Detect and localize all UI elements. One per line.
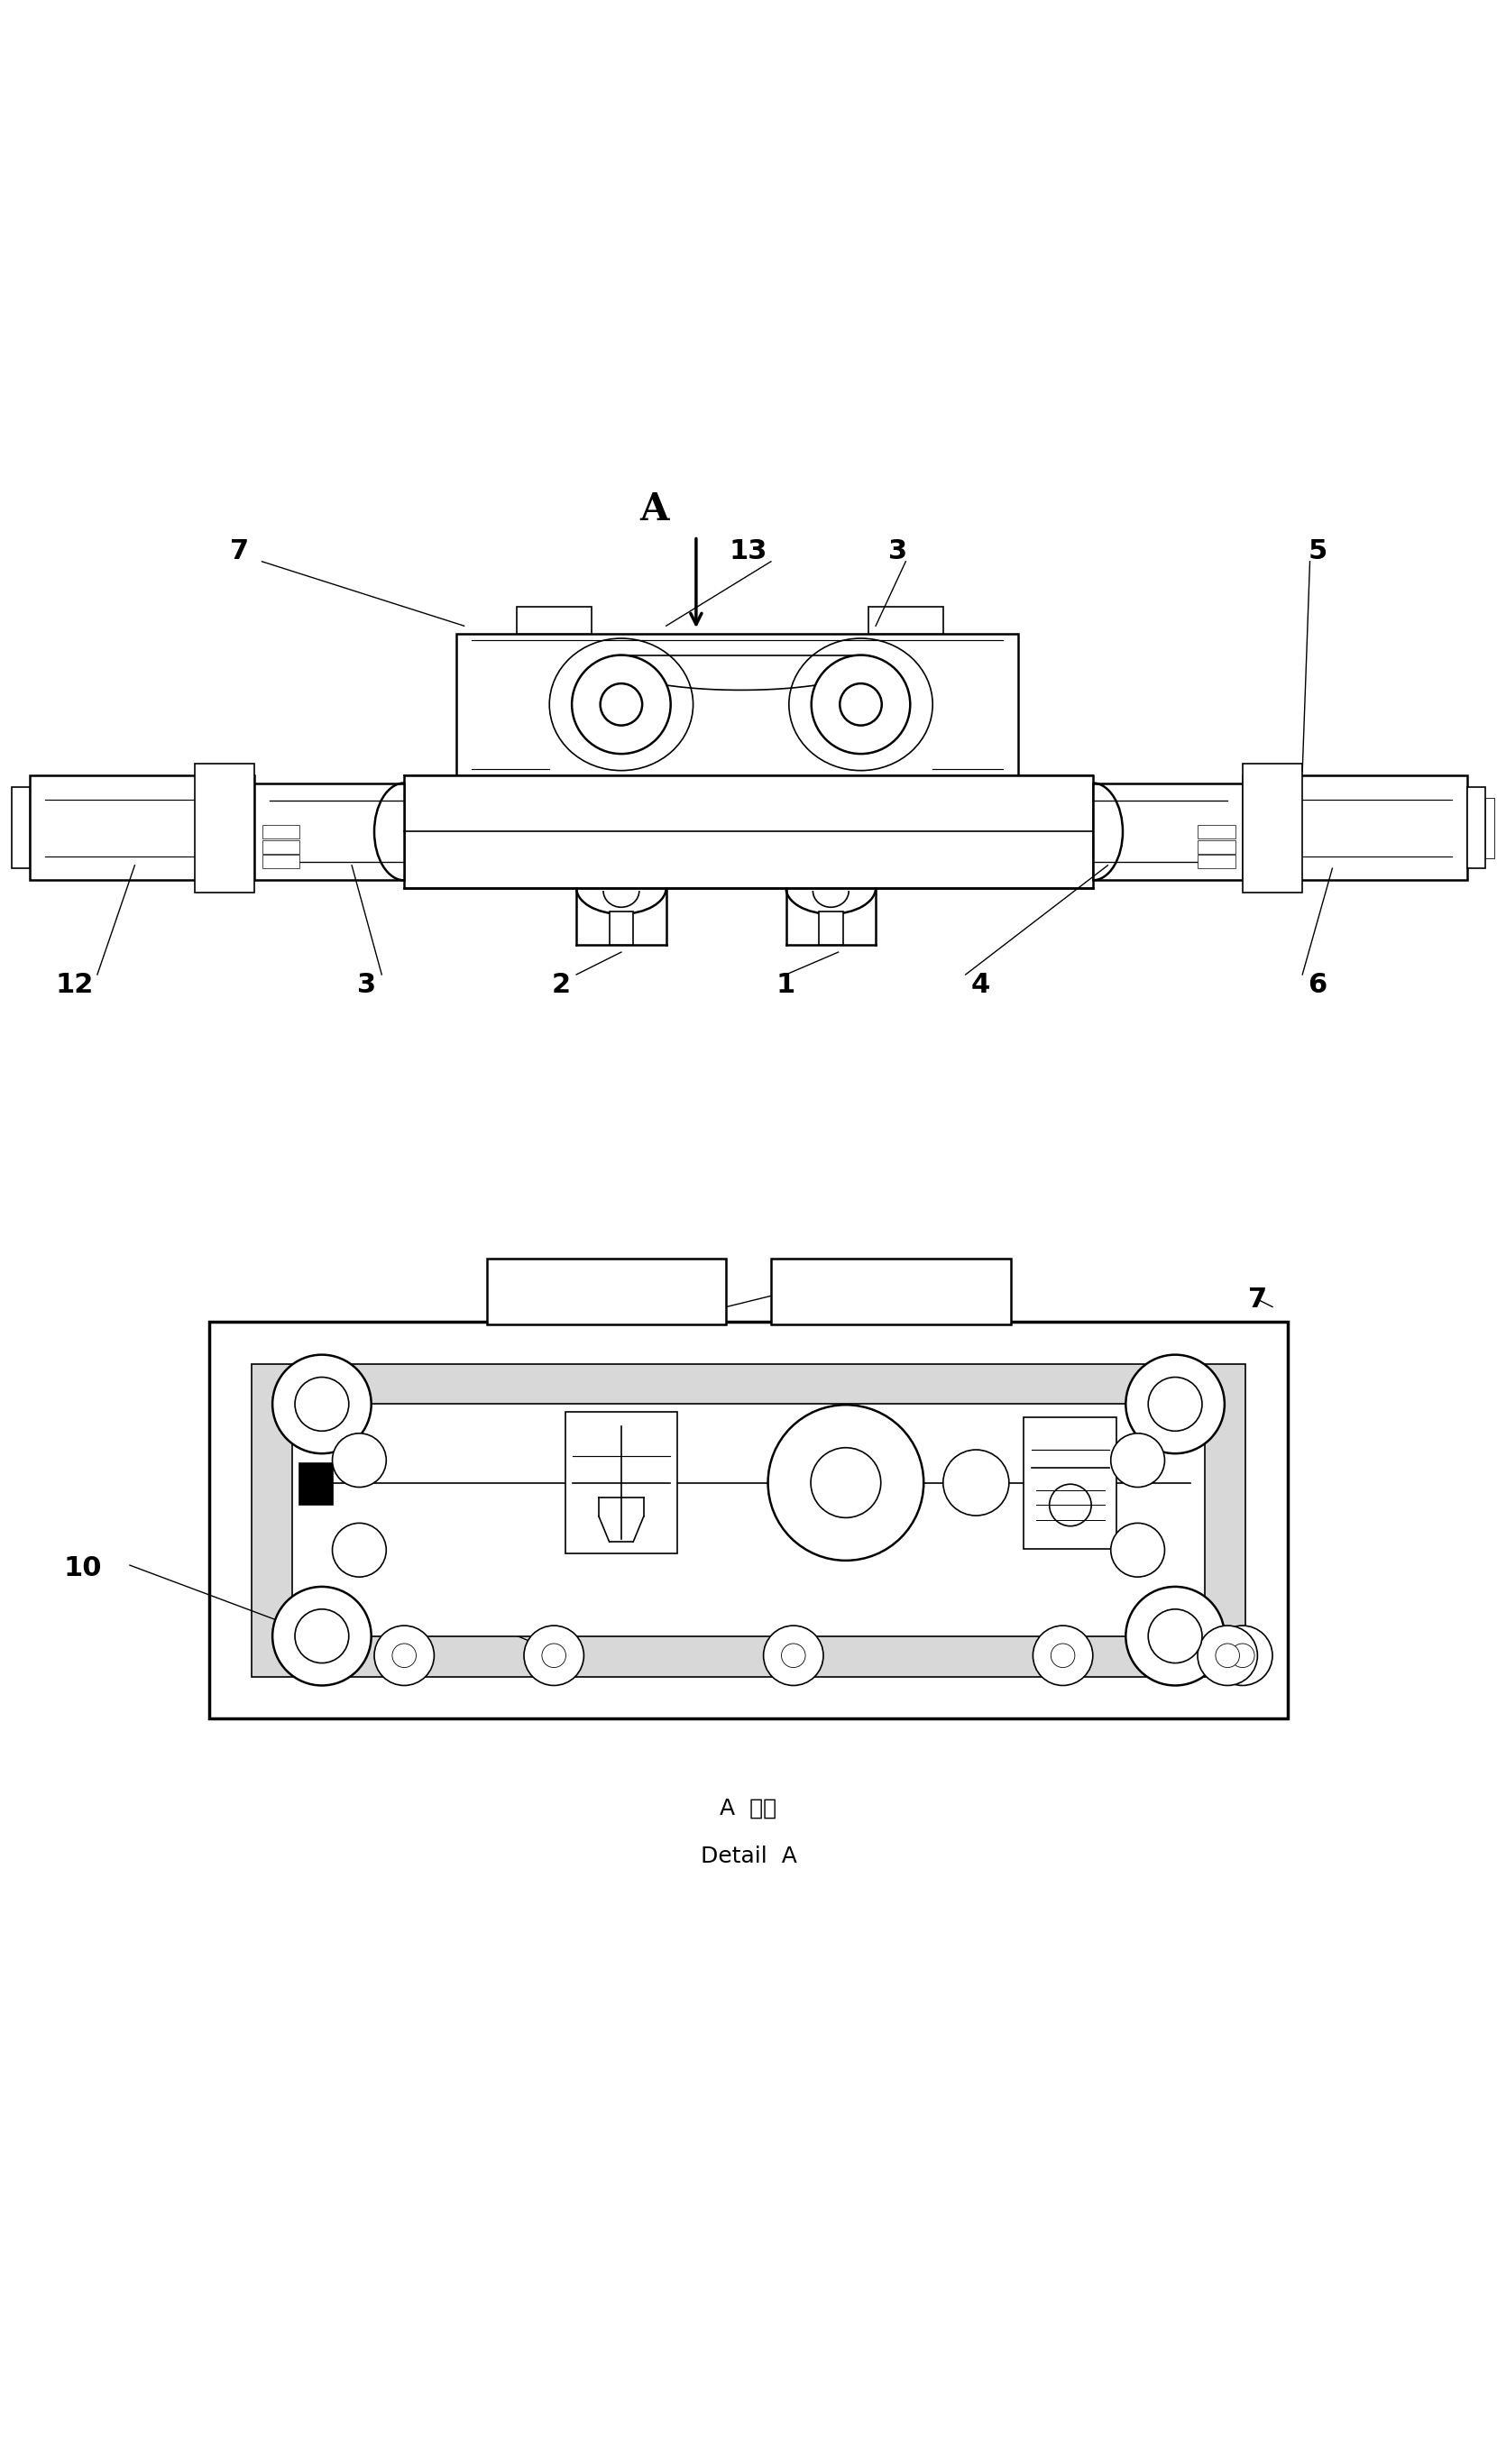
Circle shape bbox=[1051, 1643, 1075, 1668]
Ellipse shape bbox=[789, 638, 933, 771]
Bar bbox=[210, 1321, 1287, 1717]
Bar bbox=[1198, 825, 1235, 838]
Bar bbox=[1093, 784, 1243, 880]
Text: 7: 7 bbox=[1248, 1286, 1266, 1313]
Bar bbox=[457, 633, 1018, 776]
Text: 9: 9 bbox=[320, 1555, 338, 1582]
Circle shape bbox=[1148, 1377, 1202, 1432]
Bar bbox=[1198, 855, 1235, 867]
Circle shape bbox=[572, 655, 671, 754]
Circle shape bbox=[1049, 1483, 1091, 1525]
Bar bbox=[262, 825, 299, 838]
Circle shape bbox=[840, 683, 882, 724]
Text: 6: 6 bbox=[1308, 971, 1326, 998]
Text: 13: 13 bbox=[729, 537, 768, 564]
Bar bbox=[30, 776, 254, 880]
Bar bbox=[262, 840, 299, 853]
Bar bbox=[251, 1363, 1246, 1676]
Circle shape bbox=[1216, 1643, 1240, 1668]
Circle shape bbox=[1111, 1523, 1165, 1577]
Circle shape bbox=[295, 1377, 349, 1432]
Bar bbox=[195, 764, 254, 892]
Text: 8: 8 bbox=[545, 1555, 563, 1582]
Circle shape bbox=[1111, 1434, 1165, 1488]
Circle shape bbox=[763, 1626, 823, 1685]
Text: 7: 7 bbox=[231, 537, 249, 564]
Bar bbox=[1467, 788, 1485, 867]
Circle shape bbox=[272, 1587, 371, 1685]
Circle shape bbox=[392, 1643, 416, 1668]
Bar bbox=[1243, 776, 1467, 880]
Circle shape bbox=[1231, 1643, 1254, 1668]
Circle shape bbox=[1148, 1609, 1202, 1663]
Text: A  詳細: A 詳細 bbox=[720, 1796, 777, 1818]
Bar bbox=[12, 788, 30, 867]
Text: 11: 11 bbox=[632, 1286, 671, 1313]
Text: 2: 2 bbox=[552, 971, 570, 998]
Text: 3: 3 bbox=[889, 537, 907, 564]
Circle shape bbox=[1198, 1626, 1257, 1685]
Circle shape bbox=[1213, 1626, 1272, 1685]
Bar bbox=[771, 1259, 1010, 1326]
Ellipse shape bbox=[549, 638, 693, 771]
Bar bbox=[254, 784, 404, 880]
Bar bbox=[487, 1259, 726, 1326]
Bar bbox=[609, 912, 633, 944]
Text: 12: 12 bbox=[55, 971, 94, 998]
Circle shape bbox=[811, 655, 910, 754]
Bar bbox=[1243, 764, 1302, 892]
Circle shape bbox=[332, 1434, 386, 1488]
Bar bbox=[262, 855, 299, 867]
Text: 1: 1 bbox=[777, 971, 795, 998]
Text: 10: 10 bbox=[63, 1555, 102, 1582]
Circle shape bbox=[295, 1609, 349, 1663]
Bar bbox=[566, 1412, 677, 1555]
Circle shape bbox=[943, 1449, 1009, 1515]
Bar bbox=[404, 776, 1093, 887]
Circle shape bbox=[781, 1643, 805, 1668]
Bar bbox=[1485, 798, 1494, 857]
Bar bbox=[292, 1404, 1205, 1636]
Text: 5: 5 bbox=[1308, 537, 1326, 564]
Bar bbox=[1024, 1417, 1117, 1547]
Circle shape bbox=[272, 1355, 371, 1454]
Bar bbox=[516, 606, 591, 633]
Text: 3: 3 bbox=[358, 971, 376, 998]
Bar bbox=[868, 606, 943, 633]
Text: 4: 4 bbox=[972, 971, 990, 998]
Circle shape bbox=[1033, 1626, 1093, 1685]
Bar bbox=[1198, 840, 1235, 853]
Circle shape bbox=[1126, 1587, 1225, 1685]
Circle shape bbox=[332, 1523, 386, 1577]
Text: A: A bbox=[639, 490, 669, 530]
Circle shape bbox=[1126, 1355, 1225, 1454]
Bar bbox=[819, 912, 843, 944]
Circle shape bbox=[374, 1626, 434, 1685]
Circle shape bbox=[524, 1626, 584, 1685]
Circle shape bbox=[600, 683, 642, 724]
Circle shape bbox=[768, 1404, 924, 1560]
Bar bbox=[299, 1464, 332, 1506]
Text: Detail  A: Detail A bbox=[701, 1846, 796, 1868]
Circle shape bbox=[542, 1643, 566, 1668]
Circle shape bbox=[811, 1449, 880, 1518]
